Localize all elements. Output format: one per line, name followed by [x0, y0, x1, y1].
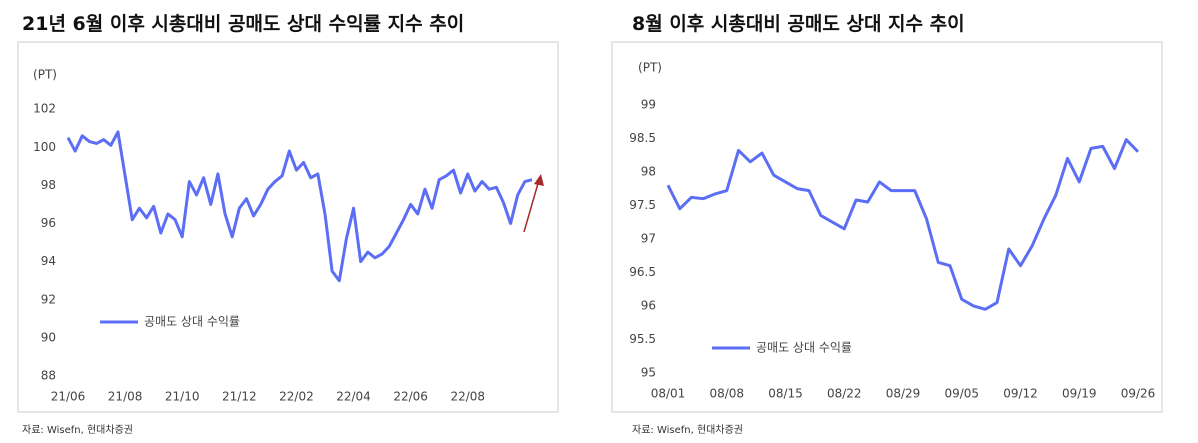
- data-line: [666, 138, 1140, 311]
- x-tick-label: 21/06: [51, 390, 86, 404]
- y-axis-label: (PT): [638, 61, 662, 75]
- y-tick-label: 96: [41, 216, 56, 230]
- x-tick-label: 08/15: [768, 387, 803, 401]
- panel-border: [17, 41, 559, 413]
- chart-title: 21년 6월 이후 시총대비 공매도 상대 수익률 지수 추이: [22, 13, 464, 35]
- x-tick-label: 21/08: [108, 390, 143, 404]
- panel-border: [611, 41, 1163, 413]
- legend-label: 공매도 상대 수익률: [144, 315, 240, 329]
- x-tick-label: 22/04: [336, 390, 371, 404]
- x-tick-label: 08/01: [651, 387, 686, 401]
- y-tick-label: 99: [641, 97, 656, 111]
- y-tick-label: 102: [33, 102, 56, 116]
- x-tick-label: 21/12: [222, 390, 257, 404]
- y-tick-label: 90: [41, 330, 56, 344]
- trend-arrow-head: [534, 174, 544, 186]
- y-axis-label: (PT): [33, 68, 57, 82]
- x-tick-label: 08/29: [886, 387, 921, 401]
- x-tick-label: 08/08: [709, 387, 744, 401]
- y-tick-label: 88: [41, 369, 56, 383]
- x-tick-label: 09/12: [1003, 387, 1038, 401]
- y-tick-label: 92: [41, 292, 56, 306]
- chart-title: 8월 이후 시총대비 공매도 상대 지수 추이: [632, 13, 965, 35]
- x-tick-label: 21/10: [165, 390, 200, 404]
- x-tick-label: 22/08: [450, 390, 485, 404]
- data-line: [66, 130, 533, 283]
- x-tick-label: 09/26: [1121, 387, 1156, 401]
- source-note: 자료: Wisefn, 현대차증권: [632, 424, 743, 436]
- source-note: 자료: Wisefn, 현대차증권: [22, 424, 133, 436]
- x-tick-label: 09/05: [944, 387, 979, 401]
- y-tick-label: 97: [641, 231, 656, 245]
- y-tick-label: 95: [641, 366, 656, 380]
- y-tick-label: 97.5: [629, 198, 656, 212]
- y-tick-label: 94: [41, 254, 56, 268]
- y-tick-label: 98: [41, 178, 56, 192]
- y-tick-label: 96: [641, 298, 656, 312]
- y-tick-label: 100: [33, 140, 56, 154]
- trend-arrow: [523, 179, 540, 233]
- x-tick-label: 22/02: [279, 390, 314, 404]
- y-tick-label: 98: [641, 164, 656, 178]
- legend-label: 공매도 상대 수익률: [756, 341, 852, 355]
- x-tick-label: 08/22: [827, 387, 862, 401]
- y-tick-label: 95.5: [629, 332, 656, 346]
- x-tick-label: 22/06: [393, 390, 428, 404]
- y-tick-label: 98.5: [629, 131, 656, 145]
- y-tick-label: 96.5: [629, 265, 656, 279]
- x-tick-label: 09/19: [1062, 387, 1097, 401]
